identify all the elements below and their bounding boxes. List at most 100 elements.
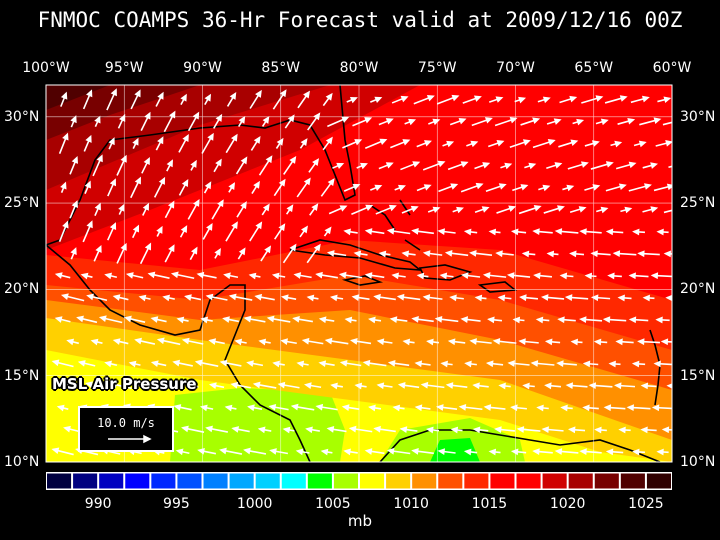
latitude-label: 20°N [4,281,40,298]
wind-arrow [364,138,388,149]
wind-arrow [179,225,188,238]
wind-arrow [62,381,83,389]
wind-arrow [594,426,607,434]
wind-arrow [348,425,373,433]
wind-arrow [257,426,272,434]
wind-arrow [332,162,345,170]
wind-arrow [66,338,79,346]
wind-arrow [392,404,405,412]
wind-arrow [402,338,415,346]
wind-arrow [386,227,411,235]
wind-arrow [139,242,152,265]
wind-arrow [375,204,397,215]
wind-arrow [653,360,672,368]
wind-arrow [199,404,214,412]
wind-arrow [339,359,362,367]
wind-arrow [593,338,608,346]
wind-arrow [156,337,181,346]
wind-arrow [224,404,237,412]
wind-arrow [178,179,189,196]
colorbar-cell [464,473,489,489]
wind-arrow [562,184,575,192]
wind-arrow [569,250,585,258]
wind-arrow [471,117,493,127]
wind-arrow [387,360,410,367]
longitude-label: 75°W [417,60,457,76]
wind-arrow [482,272,507,279]
wind-arrow [492,338,517,345]
wind-arrow [303,382,322,389]
wind-arrow [614,382,636,390]
wind-arrow [83,134,92,152]
wind-arrow [434,315,459,323]
wind-arrow [447,338,466,346]
wind-arrow [202,222,213,240]
wind-arrow [615,161,637,170]
wind-arrow [243,447,267,455]
wind-arrow [656,448,669,456]
wind-arrow [557,316,576,324]
wind-arrow [426,338,440,346]
wind-arrow [466,140,479,148]
vector-reference-label: 10.0 m/s [97,416,155,430]
wind-arrow [631,360,646,368]
wind-arrow [350,337,372,345]
wind-arrow [69,155,78,175]
wind-arrow [295,448,310,456]
wind-arrow [134,337,156,345]
wind-arrow [520,117,541,126]
wind-arrow [228,293,253,301]
wind-arrow [128,360,141,368]
wind-arrow [438,183,459,193]
wind-arrow [214,248,221,259]
wind-arrow [422,294,443,301]
wind-arrow [186,382,199,390]
wind-arrow [386,447,411,455]
wind-arrow [632,448,645,456]
wind-arrow [352,117,373,127]
colorbar-label: 1020 [549,496,586,512]
wind-arrow [463,228,478,236]
wind-arrow [618,426,631,434]
wind-arrow [277,381,300,389]
wind-arrow [533,272,552,280]
wind-arrow [92,154,103,177]
wind-arrow [460,316,481,323]
longitude-label: 65°W [574,60,614,76]
wind-arrow [293,272,312,279]
wind-arrow [328,205,348,215]
wind-arrow [579,228,602,236]
wind-arrow [117,113,126,129]
wind-arrow [428,118,441,126]
wind-arrow [427,206,441,214]
wind-arrow [497,294,512,302]
wind-arrow [663,250,672,258]
wind-arrow [213,113,223,129]
wind-arrow [307,112,321,131]
band-1005-green-yellow [170,388,525,462]
wind-arrow [301,337,324,345]
wind-arrow [306,243,321,264]
wind-arrow [633,140,647,148]
wind-arrow [642,294,655,302]
wind-arrow [156,225,163,237]
wind-arrow [445,382,468,389]
wind-arrow [452,206,464,214]
wind-arrow [162,294,175,302]
wind-arrow [400,161,421,171]
wind-arrow [447,161,469,171]
wind-arrow [518,338,539,346]
wind-arrow [378,162,394,170]
wind-arrow [219,447,243,455]
wind-arrow [274,223,286,240]
wind-arrow [268,403,289,411]
wind-arrow [162,382,176,390]
wind-arrow [292,315,313,323]
wind-arrow [343,228,358,236]
wind-arrow [595,118,609,126]
wind-arrow [309,203,319,216]
wind-arrow [58,220,69,243]
colorbar-label: 1005 [315,496,351,512]
wind-arrow [187,198,200,220]
wind-arrow [170,271,195,280]
